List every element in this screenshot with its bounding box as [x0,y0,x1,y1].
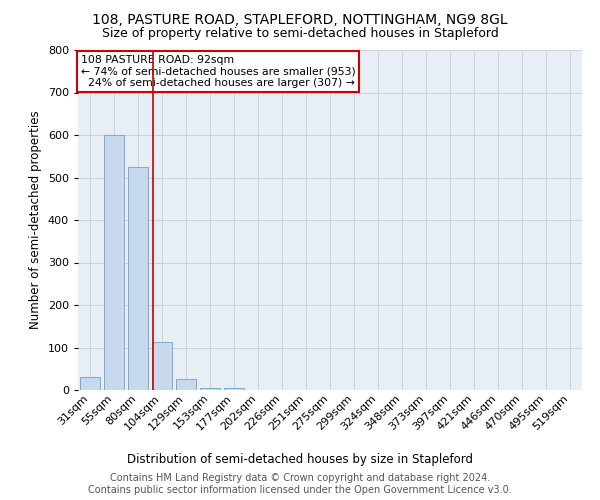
Bar [128,167,148,390]
Text: 108, PASTURE ROAD, STAPLEFORD, NOTTINGHAM, NG9 8GL: 108, PASTURE ROAD, STAPLEFORD, NOTTINGHA… [92,12,508,26]
Bar [152,342,172,390]
Bar [200,388,220,390]
Bar [80,377,100,390]
Bar [176,380,196,390]
Text: Distribution of semi-detached houses by size in Stapleford: Distribution of semi-detached houses by … [127,452,473,466]
Y-axis label: Number of semi-detached properties: Number of semi-detached properties [29,110,42,330]
Bar [224,388,244,390]
Bar [104,135,124,390]
Text: 108 PASTURE ROAD: 92sqm
← 74% of semi-detached houses are smaller (953)
  24% of: 108 PASTURE ROAD: 92sqm ← 74% of semi-de… [80,55,355,88]
Text: Size of property relative to semi-detached houses in Stapleford: Size of property relative to semi-detach… [101,28,499,40]
Text: Contains HM Land Registry data © Crown copyright and database right 2024.
Contai: Contains HM Land Registry data © Crown c… [88,474,512,495]
